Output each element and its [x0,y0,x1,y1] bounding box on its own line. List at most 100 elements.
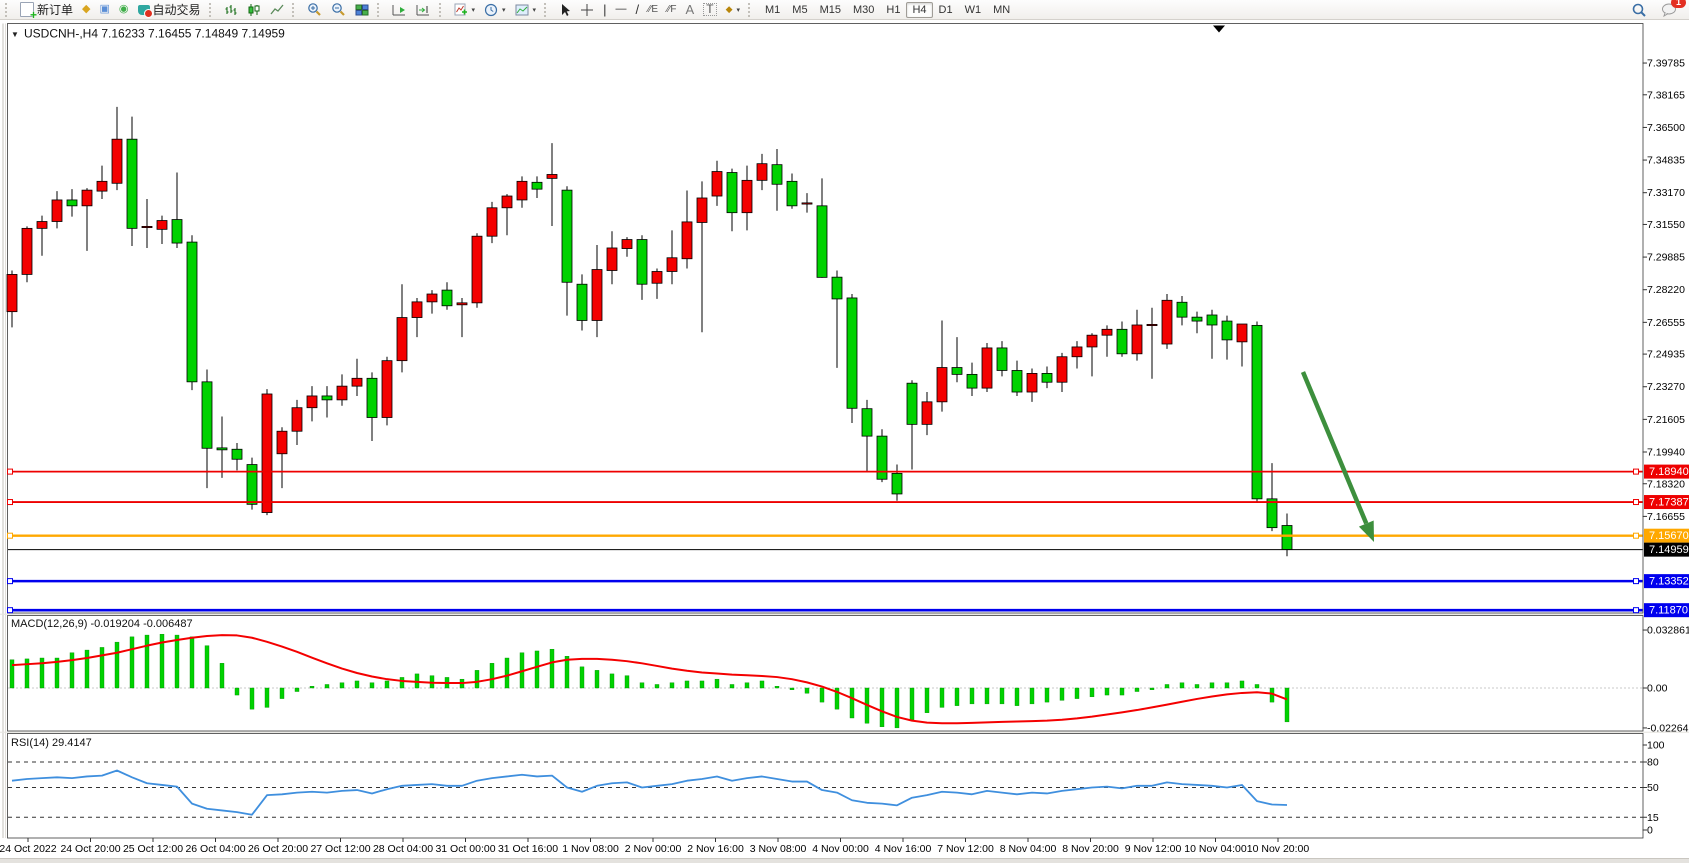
toolbar-grip[interactable] [748,2,755,17]
toolbar-grip[interactable] [376,2,384,17]
macd-histogram-bar [669,682,675,689]
toolbar-grip[interactable] [438,2,446,17]
candle-body [936,367,948,403]
hline-handle[interactable] [1633,607,1639,614]
fibonacci-icon: ∕∕F [667,4,677,15]
hline-handle[interactable] [1633,532,1639,539]
candle-body [816,205,828,278]
periods-button[interactable]: ▾ [480,1,510,19]
macd-histogram-bar [1164,684,1170,689]
macd-histogram-bar [174,634,180,689]
macd-histogram-bar [1194,684,1200,689]
text-tool-button[interactable]: A [682,1,699,19]
vertical-line-button[interactable]: | [599,1,610,19]
macd-histogram-bar [264,687,270,708]
templates-icon [515,4,529,15]
time-tick-label: 2 Nov 00:00 [625,843,682,855]
trendline-button[interactable]: / [631,1,643,19]
chart-shift-marker[interactable] [1213,25,1225,33]
price-axis[interactable]: 7.39785 7.38165 7.36500 7.34835 7.33170 7.315… [1642,58,1689,618]
label-icon: T [703,3,717,16]
panel-separator[interactable] [0,731,1689,733]
zoom-in-button[interactable] [303,1,326,19]
macd-histogram-bar [894,687,900,729]
crosshair-button[interactable] [576,1,598,19]
macd-histogram-bar [1149,687,1155,690]
navigator-button[interactable]: ▣ [95,1,113,19]
timeframe-w1[interactable]: W1 [959,2,988,18]
bar-chart-button[interactable] [220,1,242,19]
dropdown-caret-icon: ▾ [502,6,506,14]
candle-body [66,199,78,207]
timeframe-h1[interactable]: H1 [880,2,906,18]
price-tick-label: 7.36500 [1647,122,1685,134]
chart-shift-icon [416,4,429,15]
notifications-button[interactable]: 1 [1657,0,1686,19]
timeframe-mn[interactable]: MN [987,2,1016,18]
terminal-button[interactable]: ◉ [115,1,133,19]
macd-histogram-bar [1029,687,1035,705]
arrows-tool-button[interactable]: ◆ ▾ [722,1,744,19]
autotrading-button[interactable]: 自动交易 [134,1,205,19]
search-button[interactable] [1627,1,1651,19]
hline-handle[interactable] [7,578,13,585]
zoom-out-button[interactable] [327,1,350,19]
hline-handle[interactable] [7,499,13,506]
macd-histogram-bar [684,680,690,689]
new-order-icon: + [20,2,37,21]
timeframe-m15[interactable]: M15 [814,2,847,18]
auto-scroll-button[interactable] [388,1,411,19]
chart-canvas[interactable]: 7.39785 7.38165 7.36500 7.34835 7.33170 7.315… [0,20,1689,858]
candle-body [1116,328,1128,355]
line-chart-button[interactable] [266,1,288,19]
toolbar-grip[interactable] [291,2,299,17]
toolbar-grip[interactable] [5,2,12,17]
horizontal-line-button[interactable]: — [611,1,630,19]
candle-body [36,221,48,229]
time-axis[interactable]: 24 Oct 2022 24 Oct 20:00 25 Oct 12:00 26 Oc… [0,838,1309,855]
channel-button[interactable]: ∕∕E [644,1,662,19]
cursor-button[interactable] [555,1,575,19]
price-tick-label: 7.18320 [1647,478,1685,490]
candle-body [1266,498,1278,529]
label-tool-button[interactable]: T [699,1,720,19]
rsi-axis-label: 0 [1647,825,1653,837]
timeframe-m1[interactable]: M1 [759,2,786,18]
macd-histogram-bar [999,687,1005,705]
timeframe-d1[interactable]: D1 [933,2,959,18]
timeframe-m30[interactable]: M30 [847,2,880,18]
hline-handle[interactable] [1633,468,1639,475]
market-watch-button[interactable]: ◆ [78,1,94,19]
templates-button[interactable]: ▾ [511,1,541,19]
tile-windows-button[interactable] [351,1,373,19]
toolbar-grip[interactable] [544,2,551,17]
trend-arrow-annotation[interactable] [1300,371,1374,542]
hline-handle[interactable] [7,607,13,614]
fibonacci-button[interactable]: ∕∕F [663,1,680,19]
hline-price-box [1644,528,1689,543]
indicators-button[interactable]: ▾ [450,1,480,19]
macd-histogram-bar [1119,687,1125,696]
rsi-panel: RSI(14) 29.4147 100 80 50 150 [8,737,1665,837]
toolbar-grip[interactable] [208,2,216,17]
tile-windows-icon [355,4,369,15]
hline-handle[interactable] [1633,578,1639,585]
hline-handle[interactable] [7,532,13,539]
candlestick-chart-button[interactable] [243,1,265,19]
new-order-button[interactable]: + 新订单 [16,1,77,21]
candle-body [336,385,348,401]
hline-handle[interactable] [1633,499,1639,506]
chart-shift-button[interactable] [412,1,435,19]
candle-body [81,189,93,207]
candle-body [321,395,333,401]
macd-histogram-bar [1209,682,1215,689]
navigator-icon: ▣ [99,3,110,15]
panel-separator[interactable] [0,613,1689,615]
macd-histogram-bar [1239,680,1245,689]
hline-handle[interactable] [7,468,13,475]
timeframe-h4[interactable]: H4 [906,1,933,18]
timeframe-m5[interactable]: M5 [786,2,813,18]
timeframe-group: M1 M5 M15 M30 H1 H4 D1 W1 MN [759,1,1016,18]
macd-histogram-bar [564,656,570,689]
candle-body [1191,316,1203,322]
